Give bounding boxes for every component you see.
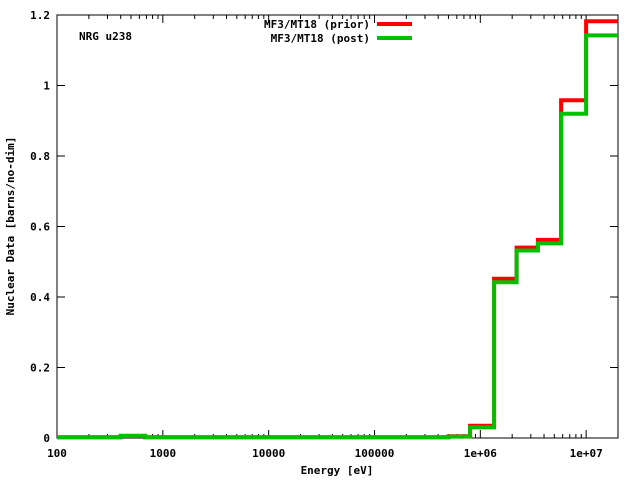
x-tick-label: 100 (47, 447, 67, 460)
y-tick-label: 1 (43, 80, 50, 93)
x-tick-label: 1e+07 (570, 447, 603, 460)
series-line-prior (57, 19, 618, 440)
chart-annotation: NRG u238 (79, 30, 132, 43)
y-tick-label: 0.4 (30, 291, 50, 304)
y-tick-label: 0.8 (30, 150, 50, 163)
y-tick-label: 0.6 (30, 221, 50, 234)
legend-label-post: MF3/MT18 (post) (271, 32, 370, 45)
y-tick-label: 1.2 (30, 9, 50, 22)
plot-frame (56, 14, 619, 439)
x-axis-ticks: 100 1000 10000 100000 1e+06 1e+07 (47, 15, 603, 460)
x-tick-label: 100000 (355, 447, 395, 460)
y-tick-label: 0.2 (30, 362, 50, 375)
y-axis-label: Nuclear Data [barns/no-dim] (4, 137, 17, 316)
x-axis-label: Energy [eV] (301, 464, 374, 477)
series-layer (57, 19, 618, 440)
x-tick-label: 10000 (252, 447, 285, 460)
legend-label-prior: MF3/MT18 (prior) (264, 18, 370, 31)
y-axis-ticks: 0 0.2 0.4 0.6 0.8 1 1.2 (30, 9, 618, 445)
x-tick-label: 1e+06 (464, 447, 497, 460)
x-tick-label: 1000 (150, 447, 177, 460)
series-line-post (57, 33, 618, 440)
y-tick-label: 0 (43, 432, 50, 445)
